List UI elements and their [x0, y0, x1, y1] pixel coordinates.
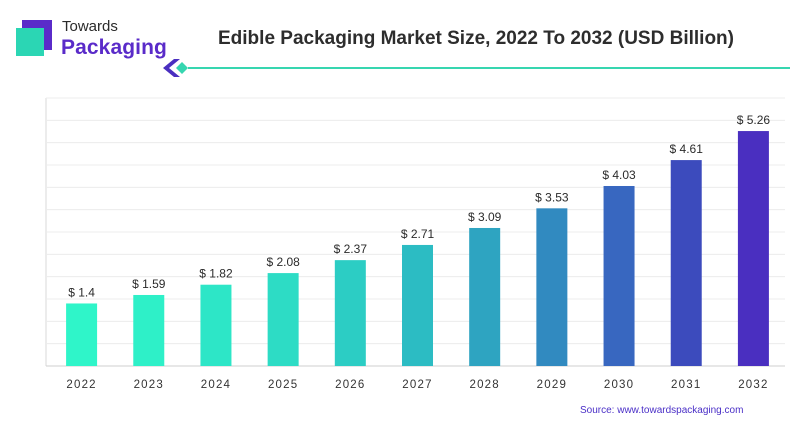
bar — [536, 208, 568, 366]
logo-text-packaging: Packaging — [61, 36, 167, 59]
bar — [200, 284, 232, 366]
chevron-left-icon — [163, 59, 180, 77]
bar — [133, 294, 165, 366]
x-tick-label: 2027 — [402, 379, 432, 391]
x-tick-label: 2022 — [66, 379, 96, 391]
data-label: $ 1.4 — [68, 285, 95, 299]
bar — [469, 227, 501, 366]
x-tick-label: 2028 — [469, 379, 499, 391]
brand-logo: Towards Packaging — [16, 16, 176, 62]
x-tick-label: 2025 — [268, 379, 298, 391]
bar — [267, 273, 299, 366]
data-label: $ 3.53 — [535, 190, 569, 204]
bar — [603, 185, 635, 366]
data-label: $ 4.03 — [602, 168, 636, 182]
title-divider — [163, 59, 790, 77]
data-label: $ 2.37 — [334, 242, 368, 256]
data-label: $ 2.71 — [401, 227, 435, 241]
data-label: $ 4.61 — [670, 142, 704, 156]
source-text: Source: www.towardspackaging.com — [580, 405, 744, 416]
x-tick-label: 2026 — [335, 379, 365, 391]
logo-text-towards: Towards — [62, 18, 118, 35]
bar — [737, 131, 769, 366]
x-tick-label: 2031 — [671, 379, 701, 391]
bar — [334, 260, 366, 366]
data-label: $ 3.09 — [468, 210, 502, 224]
data-label: $ 5.26 — [737, 113, 771, 127]
data-label: $ 1.59 — [132, 277, 166, 291]
x-tick-label: 2030 — [604, 379, 634, 391]
data-label: $ 2.08 — [266, 255, 300, 269]
logo-mark-icon — [16, 20, 52, 56]
bar — [66, 303, 98, 366]
x-tick-label: 2023 — [134, 379, 164, 391]
x-tick-label: 2024 — [201, 379, 231, 391]
diamond-icon — [176, 62, 188, 74]
page-title: Edible Packaging Market Size, 2022 To 20… — [218, 28, 734, 49]
data-label: $ 1.82 — [199, 267, 233, 281]
x-tick-label: 2032 — [738, 379, 768, 391]
bar — [670, 160, 702, 366]
bar — [402, 244, 433, 366]
x-tick-label: 2029 — [537, 379, 567, 391]
